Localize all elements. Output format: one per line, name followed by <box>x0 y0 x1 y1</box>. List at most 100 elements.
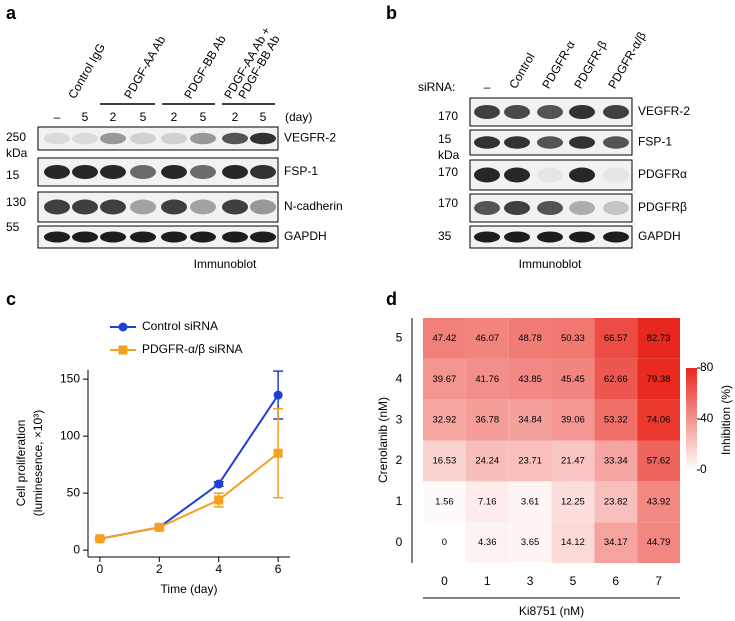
band <box>72 165 98 179</box>
lane-label: 5 <box>140 110 147 124</box>
heatmap-cell <box>465 440 509 482</box>
x-tick-label: 0 <box>97 562 104 576</box>
heatmap-cell <box>551 481 595 523</box>
lane-label: 5 <box>200 110 207 124</box>
lane-label: 2 <box>171 110 178 124</box>
cell-label: 57.62 <box>647 455 671 466</box>
band <box>474 201 500 215</box>
marker-label: 170 <box>438 109 458 123</box>
cell-label: 39.06 <box>561 415 585 426</box>
cell-label: 23.82 <box>604 496 628 507</box>
band <box>44 132 70 145</box>
marker-label: 170 <box>438 196 458 210</box>
cell-label: 43.92 <box>647 496 671 507</box>
cell-label: 74.06 <box>647 415 671 426</box>
heatmap-cell <box>637 358 680 400</box>
heatmap-cell <box>551 318 595 359</box>
band <box>44 199 70 215</box>
heatmap-cell <box>423 399 466 441</box>
band <box>161 231 187 243</box>
cell-label: 82.73 <box>647 333 671 344</box>
band <box>44 231 70 243</box>
cell-label: 3.65 <box>521 537 540 548</box>
band <box>603 105 629 119</box>
lane-label: 2 <box>232 110 239 124</box>
band <box>504 136 530 149</box>
band <box>100 231 126 243</box>
y-tick-label: 4 <box>396 371 403 385</box>
heatmap-cell <box>465 399 509 441</box>
cell-label: 34.84 <box>518 415 542 426</box>
colorbar-tick-label: 40 <box>700 411 714 425</box>
row-label: PDGFRβ <box>638 200 687 214</box>
heatmap-cell <box>637 481 680 523</box>
y-tick-label: 150 <box>60 371 80 385</box>
y-tick-label: 0 <box>73 542 80 556</box>
heatmap-cell <box>637 440 680 482</box>
heatmap-cell <box>594 440 638 482</box>
heatmap-cell <box>508 481 552 523</box>
y-tick-label: 2 <box>396 453 403 467</box>
band <box>100 132 126 145</box>
cell-label: 16.53 <box>433 455 457 466</box>
heatmap-cell <box>465 358 509 400</box>
series-line <box>99 452 279 540</box>
cell-label: 23.71 <box>518 455 542 466</box>
row-label: siRNA: <box>418 80 455 94</box>
cell-label: 39.67 <box>433 374 457 385</box>
band <box>504 167 530 183</box>
cell-label: 24.24 <box>475 455 499 466</box>
heatmap-cell <box>423 358 466 400</box>
band <box>72 199 98 215</box>
cell-label: 41.76 <box>475 374 499 385</box>
cell-label: 32.92 <box>433 415 457 426</box>
band <box>250 132 276 145</box>
cell-label: 48.78 <box>518 333 542 344</box>
band <box>569 201 595 215</box>
panel-label: c <box>6 289 16 309</box>
x-tick-label: 5 <box>570 574 577 588</box>
x-tick-label: 6 <box>275 562 282 576</box>
legend-label: PDGFR-α/β siRNA <box>142 342 243 356</box>
cell-label: 45.45 <box>561 374 585 385</box>
heatmap-cell <box>508 399 552 441</box>
x-tick-label: 7 <box>655 574 662 588</box>
cell-label: 21.47 <box>561 455 585 466</box>
y-tick-label: 3 <box>396 412 403 426</box>
row-label: PDGFRα <box>638 167 687 181</box>
row-label: FSP-1 <box>638 135 672 149</box>
band <box>474 167 500 183</box>
heatmap-cell <box>423 481 466 523</box>
heatmap-cell <box>594 481 638 523</box>
heatmap-cell <box>465 522 509 563</box>
band <box>569 167 595 183</box>
band <box>504 201 530 215</box>
marker-label: 250 <box>6 130 26 144</box>
legend-label: Control siRNA <box>142 319 218 333</box>
blot-footer: Immunoblot <box>194 257 257 271</box>
heatmap-cell <box>423 318 466 359</box>
band <box>603 201 629 215</box>
marker-label: 130 <box>6 195 26 209</box>
band <box>537 105 563 119</box>
band <box>222 165 248 179</box>
band <box>504 105 530 119</box>
band <box>504 231 530 243</box>
lane-label: – <box>54 110 61 124</box>
row-label: GAPDH <box>638 229 681 243</box>
colorbar-tick-label: 80 <box>700 360 714 374</box>
cell-label: 1.56 <box>435 496 454 507</box>
band <box>222 132 248 145</box>
cell-label: 53.32 <box>604 415 628 426</box>
band <box>190 132 216 145</box>
lane-label: – <box>484 80 491 94</box>
band <box>100 199 126 215</box>
lane-label: PDGFR-α/β <box>605 29 649 91</box>
heatmap-cell <box>508 522 552 563</box>
cell-label: 66.57 <box>604 333 628 344</box>
marker-label: 35 <box>438 229 452 243</box>
marker-label: kDa <box>438 148 460 162</box>
lane-label: 5 <box>82 110 89 124</box>
heatmap-cell <box>465 318 509 359</box>
